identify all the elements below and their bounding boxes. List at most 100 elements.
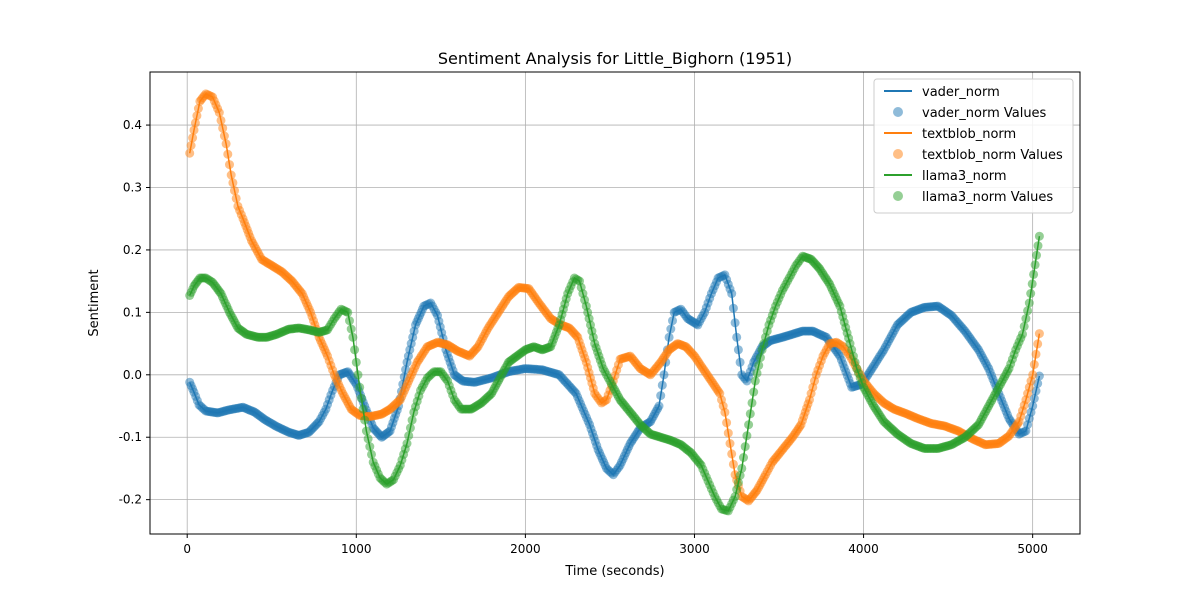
- legend-entry: llama3_norm Values: [893, 190, 1053, 205]
- data-point-llama3_norm: [1018, 329, 1027, 339]
- x-tick-label: 2000: [510, 542, 541, 556]
- data-point-llama3_norm: [1033, 241, 1043, 251]
- data-point-textblob_norm: [228, 178, 238, 188]
- data-point-llama3_norm: [739, 453, 748, 462]
- data-point-textblob_norm: [189, 125, 199, 135]
- data-point-textblob_norm: [723, 428, 733, 438]
- data-point-llama3_norm: [367, 449, 376, 459]
- data-point-llama3_norm: [754, 360, 764, 370]
- data-point-vader_norm: [732, 332, 742, 342]
- data-point-vader_norm: [1034, 371, 1044, 381]
- data-point-llama3_norm: [749, 387, 759, 397]
- data-point-llama3_norm: [343, 307, 353, 317]
- x-tick-label: 3000: [679, 542, 710, 556]
- x-axis-ticks: 0 1000 2000 3000 4000 5000: [183, 534, 1048, 556]
- data-point-llama3_norm: [358, 404, 368, 414]
- data-point-vader_norm: [1029, 394, 1039, 403]
- data-point-llama3_norm: [1021, 314, 1031, 324]
- data-point-llama3_norm: [747, 398, 757, 408]
- legend-label: textblob_norm: [922, 127, 1016, 142]
- data-point-vader_norm: [659, 370, 669, 380]
- data-point-vader_norm: [733, 345, 743, 355]
- data-point-llama3_norm: [1024, 298, 1034, 308]
- data-point-llama3_norm: [355, 382, 365, 392]
- data-point-textblob_norm: [225, 160, 234, 170]
- data-point-textblob_norm: [1034, 329, 1044, 339]
- data-point-llama3_norm: [755, 353, 765, 363]
- data-point-textblob_norm: [226, 170, 236, 180]
- data-point-llama3_norm: [365, 442, 375, 452]
- data-point-llama3_norm: [730, 492, 740, 501]
- data-point-llama3_norm: [1019, 321, 1029, 331]
- x-tick-label: 5000: [1017, 542, 1048, 556]
- data-point-textblob_norm: [722, 418, 732, 428]
- data-point-vader_norm: [656, 391, 666, 401]
- y-tick-label: 0.2: [123, 243, 142, 257]
- plot-frame: [149, 71, 1081, 535]
- legend-entry: llama3_norm: [884, 169, 1007, 184]
- data-point-textblob_norm: [192, 111, 202, 121]
- legend-label: llama3_norm: [922, 169, 1007, 184]
- data-point-llama3_norm: [346, 324, 356, 334]
- data-point-textblob_norm: [214, 108, 224, 118]
- x-tick-label: 4000: [848, 542, 879, 556]
- y-axis-label: Sentiment: [87, 269, 102, 336]
- data-point-llama3_norm: [353, 370, 363, 380]
- data-point-vader_norm: [668, 316, 677, 326]
- data-point-vader_norm: [664, 332, 674, 342]
- data-point-vader_norm: [1028, 401, 1038, 411]
- data-point-llama3_norm: [750, 376, 760, 386]
- data-point-textblob_norm: [1033, 339, 1043, 349]
- data-point-llama3_norm: [361, 426, 371, 436]
- legend-marker-swatch: [893, 191, 903, 201]
- legend-marker-swatch: [893, 107, 903, 117]
- data-point-textblob_norm: [221, 139, 231, 149]
- data-point-llama3_norm: [345, 316, 354, 326]
- data-point-llama3_norm: [356, 393, 366, 403]
- data-point-llama3_norm: [350, 345, 360, 355]
- y-tick-label: 0.4: [123, 118, 142, 132]
- data-point-textblob_norm: [725, 439, 735, 448]
- data-point-llama3_norm: [348, 332, 358, 342]
- legend-marker-swatch: [893, 149, 903, 159]
- data-point-vader_norm: [666, 324, 676, 334]
- legend-label: textblob_norm Values: [922, 148, 1063, 163]
- data-point-textblob_norm: [188, 133, 198, 143]
- data-point-textblob_norm: [186, 141, 196, 150]
- data-point-textblob_norm: [223, 149, 233, 159]
- data-point-textblob_norm: [727, 449, 737, 459]
- data-point-vader_norm: [735, 357, 745, 367]
- y-tick-label: 0.1: [123, 305, 142, 319]
- legend-label: vader_norm Values: [922, 106, 1047, 121]
- data-point-llama3_norm: [733, 478, 743, 487]
- data-point-textblob_norm: [193, 104, 203, 113]
- data-point-llama3_norm: [1034, 231, 1044, 241]
- data-point-textblob_norm: [1031, 349, 1041, 359]
- data-point-llama3_norm: [1027, 279, 1037, 289]
- data-point-llama3_norm: [360, 415, 370, 425]
- plot-area: [185, 89, 1044, 516]
- data-point-llama3_norm: [740, 442, 750, 452]
- data-point-vader_norm: [730, 318, 740, 328]
- data-point-textblob_norm: [1029, 360, 1039, 369]
- data-point-vader_norm: [657, 380, 667, 390]
- legend-label: vader_norm: [922, 85, 1000, 100]
- y-tick-label: 0.0: [123, 368, 142, 382]
- data-point-textblob_norm: [1028, 370, 1038, 380]
- legend-entry: textblob_norm Values: [893, 148, 1063, 163]
- data-point-llama3_norm: [407, 415, 417, 425]
- x-axis-label: Time (seconds): [564, 564, 664, 579]
- data-point-textblob_norm: [720, 407, 730, 417]
- data-point-textblob_norm: [218, 123, 228, 133]
- data-point-textblob_norm: [230, 186, 239, 196]
- data-point-llama3_norm: [1029, 269, 1039, 279]
- y-tick-label: 0.3: [123, 181, 142, 195]
- data-point-llama3_norm: [1030, 260, 1040, 270]
- data-point-llama3_norm: [402, 439, 412, 448]
- legend-entry: textblob_norm: [884, 127, 1016, 142]
- data-point-llama3_norm: [1023, 306, 1033, 316]
- data-point-llama3_norm: [404, 431, 414, 441]
- x-tick-label: 0: [183, 542, 191, 556]
- data-point-vader_norm: [654, 401, 664, 411]
